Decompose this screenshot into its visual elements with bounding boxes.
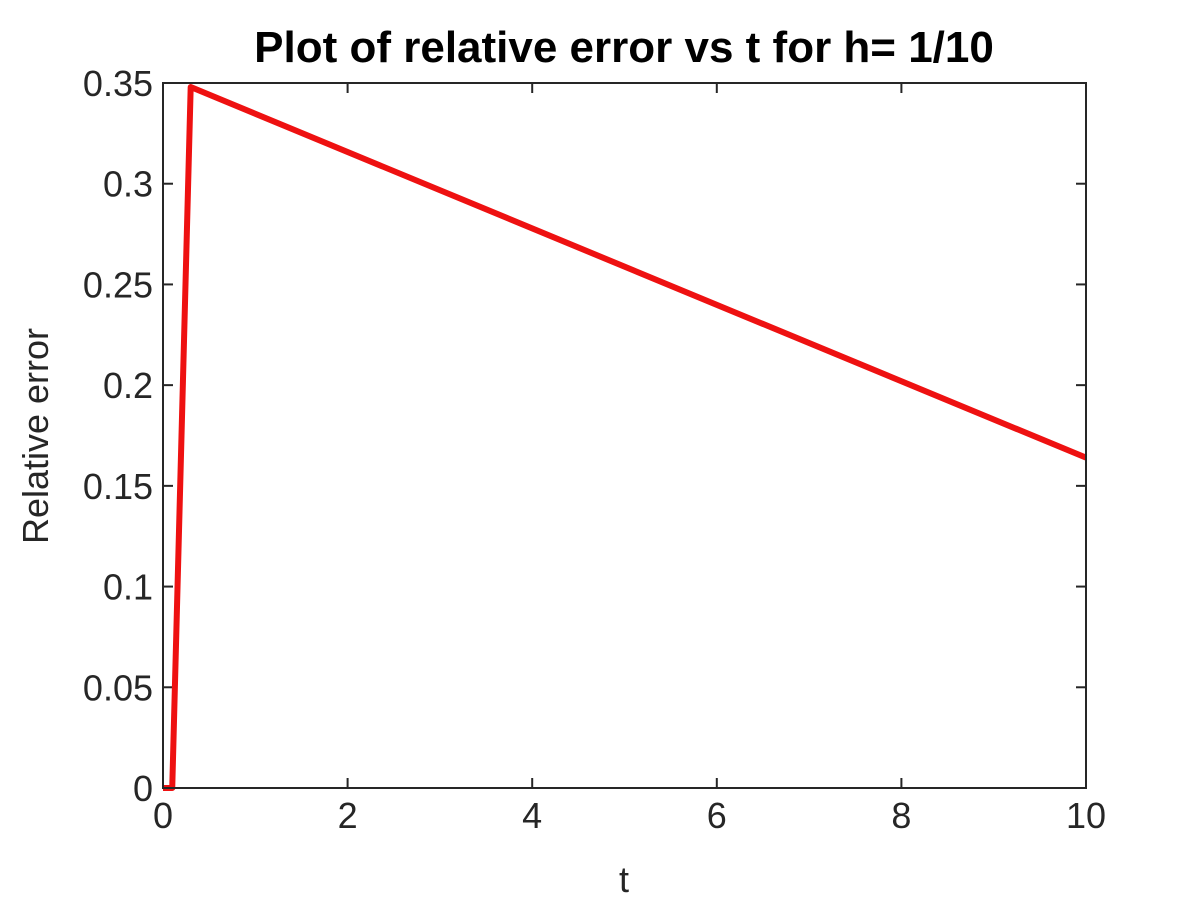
y-tick-label: 0.1 <box>103 567 153 608</box>
x-axis-label: t <box>619 859 629 900</box>
y-tick-label: 0.3 <box>103 164 153 205</box>
x-tick-label: 10 <box>1066 795 1106 836</box>
axes-box <box>162 82 1087 789</box>
chart-title: Plot of relative error vs t for h= 1/10 <box>254 23 994 72</box>
y-axis-label: Relative error <box>15 328 56 544</box>
y-tick-label: 0.25 <box>83 264 153 305</box>
y-tick-label: 0.2 <box>103 365 153 406</box>
x-tick-label: 0 <box>153 795 173 836</box>
plot-area <box>163 83 1086 788</box>
y-tick-label: 0.15 <box>83 466 153 507</box>
x-axis-ticks: 0 2 4 6 8 10 <box>153 83 1106 836</box>
y-tick-label: 0.05 <box>83 667 153 708</box>
y-axis-ticks: 0 0.05 0.1 0.15 0.2 0.25 0.3 0.35 <box>83 63 1086 809</box>
y-tick-label: 0.35 <box>83 63 153 104</box>
y-tick-label: 0 <box>133 768 153 809</box>
x-tick-label: 2 <box>338 795 358 836</box>
x-tick-label: 8 <box>891 795 911 836</box>
x-tick-label: 6 <box>707 795 727 836</box>
x-tick-label: 4 <box>522 795 542 836</box>
